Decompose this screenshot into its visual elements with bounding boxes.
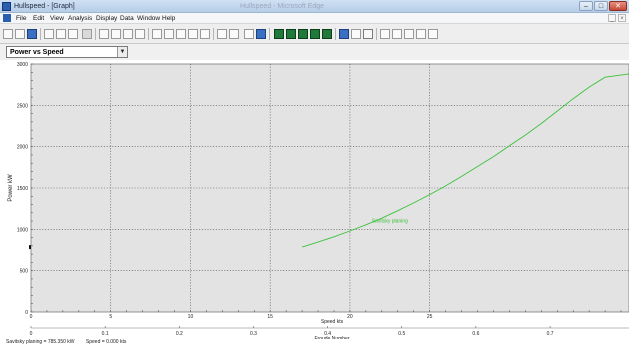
paste-icon[interactable] [68,29,78,39]
cut-icon[interactable] [44,29,54,39]
axis-icon[interactable] [351,29,361,39]
power-vs-speed-chart[interactable]: 0 500 1000 1500 2000 2500 3000 0 5 10 15 20 25 Speed … [0,60,629,339]
toolbar-separator [213,28,214,40]
froude-axis-label: Froude Number [314,336,349,339]
toolbar-separator [40,28,41,40]
gear-icon[interactable] [244,29,254,39]
x-tick-label: 20 [347,314,353,320]
zoom-out-icon[interactable] [111,29,121,39]
plot-background [30,63,629,313]
series-label: Savitsky planing [372,219,408,225]
help-icon[interactable] [428,29,438,39]
new-icon[interactable] [3,29,13,39]
menu-help[interactable]: Help [162,15,176,22]
froude-tick-label: 0.5 [398,331,405,337]
menu-view[interactable]: View [50,15,64,22]
x-tick-label: 15 [267,314,273,320]
froude-tick-label: 0.7 [547,331,554,337]
y-tick-label: 1000 [17,227,28,233]
y-tick-label: 1500 [17,186,28,192]
status-bar: Savitsky planing = 785.350 kW Speed = 0.… [6,339,136,346]
pan-icon[interactable] [123,29,133,39]
x-tick-label: 10 [188,314,194,320]
right-icon[interactable] [416,29,426,39]
grid-2-icon[interactable] [286,29,296,39]
data-icon[interactable] [217,29,227,39]
mdi-minimize-button[interactable]: _ [608,14,616,22]
copy-icon[interactable] [56,29,66,39]
y-tick-label: 2500 [17,103,28,109]
x-tick-label: 5 [109,314,112,320]
back-icon[interactable] [200,29,210,39]
menu-edit[interactable]: Edit [33,15,45,22]
graph-selector-value: Power vs Speed [10,49,64,56]
minimize-button[interactable]: – [579,1,593,11]
froude-tick-label: 0.2 [176,331,183,337]
menu-analysis[interactable]: Analysis [68,15,93,22]
filter-icon[interactable] [380,29,390,39]
save-graph-icon[interactable] [256,29,266,39]
document-icon[interactable] [3,14,11,22]
mdi-close-button[interactable]: × [618,14,626,22]
cursor-marker [29,245,31,250]
menu-display[interactable]: Display [96,15,118,22]
froude-tick-label: 0 [30,331,33,337]
toolbar-separator [95,28,96,40]
title-bar[interactable]: Hullspeed - [Graph] Hullspeed - Microsof… [0,0,629,13]
app-icon[interactable] [2,2,11,11]
graph-icon[interactable] [176,29,186,39]
toolbar-separator [148,28,149,40]
series-line-savitsky-planing [301,73,629,248]
chevron-down-icon[interactable]: ▼ [117,47,127,57]
zoom-in-icon[interactable] [99,29,109,39]
grid-3-icon[interactable] [298,29,308,39]
y-tick-label: 500 [20,269,29,275]
home-icon[interactable] [135,29,145,39]
open-icon[interactable] [15,29,25,39]
marker-icon[interactable] [363,29,373,39]
graph-selector-dropdown[interactable]: Power vs Speed ▼ [6,46,128,58]
settings-icon[interactable] [229,29,239,39]
x-tick-label: 25 [427,314,433,320]
window-title: Hullspeed - [Graph] [14,3,75,10]
grid-4-icon[interactable] [310,29,320,39]
x-axis-label: Speed kts [321,319,344,325]
froude-tick-label: 0.3 [250,331,257,337]
forward-icon[interactable] [188,29,198,39]
save-icon[interactable] [27,29,37,39]
close-button[interactable]: ✕ [609,1,627,11]
table-icon[interactable] [152,29,162,39]
froude-tick-label: 0.1 [102,331,109,337]
bar-icon[interactable] [339,29,349,39]
y-tick-label: 3000 [17,62,28,68]
toolbar-separator [335,28,336,40]
y-tick-label: 2000 [17,145,28,151]
menu-window[interactable]: Window [137,15,161,22]
froude-tick-label: 0.6 [472,331,479,337]
up-icon[interactable] [404,29,414,39]
status-speed-value: Speed = 0.000 kts [85,339,127,345]
maximize-button[interactable]: □ [594,1,608,11]
toolbar-separator [376,28,377,40]
left-icon[interactable] [392,29,402,39]
y-axis-label: Power kW [8,174,14,202]
toolbar-separator [269,28,270,40]
froude-tick-label: 0.4 [324,331,331,337]
status-planing-value: Savitsky planing = 785.350 kW [6,339,75,345]
grid-5-icon[interactable] [322,29,332,39]
grid-1-icon[interactable] [274,29,284,39]
y-tick-label: 0 [25,310,28,316]
menu-data[interactable]: Data [120,15,134,22]
graph-selector-row: Power vs Speed ▼ [0,44,629,60]
print-icon[interactable] [82,29,92,39]
chart-icon[interactable] [164,29,174,39]
x-tick-label: 0 [30,314,33,320]
menu-bar: File Edit View Analysis Display Data Win… [0,13,629,24]
menu-file[interactable]: File [16,15,27,22]
background-window-title: Hullspeed - Microsoft Edge [240,3,325,10]
toolbar [0,24,629,44]
